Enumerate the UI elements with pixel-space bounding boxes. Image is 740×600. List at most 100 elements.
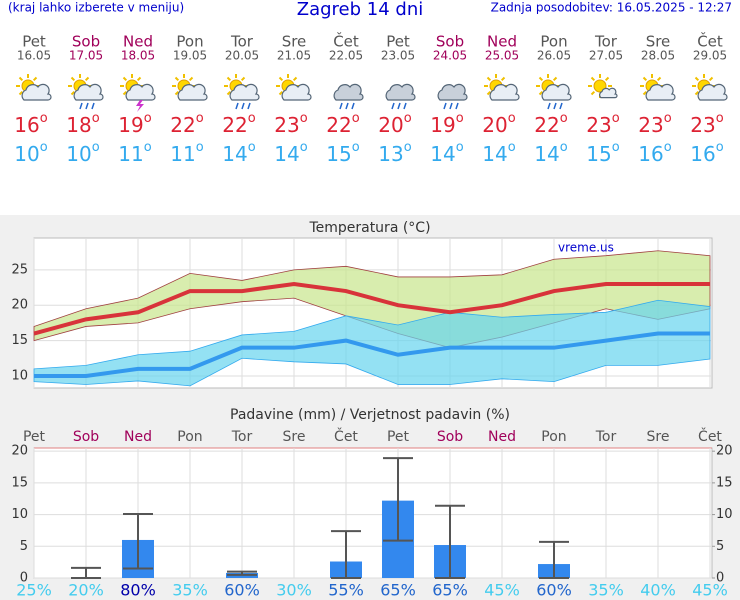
sun-ray [538,90,544,96]
temp-low: 11o [118,140,151,166]
probability-label: 45% [484,581,520,600]
source-note: vreme.us [558,241,614,255]
day-date: 19.05 [173,49,207,63]
rain-drop [559,102,563,110]
temp-high: 18o [66,111,99,137]
weather-icon [385,83,416,110]
x-tick-label: Pet [387,429,410,445]
day-date: 22.05 [329,49,363,63]
sun-ray [486,90,492,96]
probability-label: 60% [536,581,572,600]
rain-drop [91,102,95,110]
temp-high: 22o [222,111,255,137]
temp-high: 22o [170,111,203,137]
degree: o [144,111,152,126]
cloud [229,83,260,101]
temp-value: 16 [14,113,39,137]
temp-high: 22o [326,111,359,137]
temp-value: 23 [274,113,299,137]
degree: o [612,140,620,155]
rain-drop [247,102,251,110]
probability-label: 45% [692,581,728,600]
temp-value: 22 [222,113,247,137]
temp-value: 15 [326,142,351,166]
page-title: Zagreb 14 dni [297,0,423,20]
temp-value: 19 [118,113,143,137]
probability-label: 30% [276,581,312,600]
temp-high: 23o [690,111,723,137]
temp-low: 14o [430,140,463,166]
degree: o [664,111,672,126]
day-date: 26.05 [537,49,571,63]
error-bar [331,530,361,579]
degree: o [716,140,724,155]
day-name: Tor [230,33,254,51]
sun-ray [32,76,38,82]
x-tick-label: Tor [231,429,253,445]
error-bar [435,504,465,579]
sun-ray [656,76,662,82]
temp-value: 20 [378,113,403,137]
degree: o [248,111,256,126]
weather-icon [172,74,208,101]
day-name: Pon [176,33,203,51]
day-date: 20.05 [225,49,259,63]
temp-value: 11 [170,142,195,166]
temp-high: 22o [534,111,567,137]
y-tick-label: 5 [20,539,28,554]
temp-high: 19o [118,111,151,137]
x-tick-label: Sre [647,429,670,445]
degree: o [196,111,204,126]
degree: o [456,140,464,155]
temp-high: 19o [430,111,463,137]
day-name: Sre [282,33,307,51]
y-tick-label: 20 [11,444,28,459]
weather-icon [692,74,728,101]
day-date: 24.05 [433,49,467,63]
degree: o [196,140,204,155]
cloud [385,83,416,101]
rain-drop [553,102,557,110]
degree: o [664,140,672,155]
degree: o [508,140,516,155]
degree: o [560,111,568,126]
sun-ray [122,90,128,96]
weather-icon [588,74,618,99]
sun-ray [70,90,76,96]
sun-ray [18,90,24,96]
weather-icon [640,74,676,101]
temp-high: 23o [274,111,307,137]
temp-low: 13o [378,140,411,166]
cloud [333,83,364,101]
day-date: 23.05 [381,49,415,63]
probability-label: 60% [224,581,260,600]
temp-value: 10 [14,142,39,166]
error-bar [123,512,153,570]
rain-drop [403,102,407,110]
cloud [21,83,52,101]
degree: o [508,111,516,126]
cloud [541,83,572,101]
temp-value: 14 [482,142,507,166]
rain-drop [351,102,355,110]
error-bar [539,540,569,579]
sun-ray [188,76,194,82]
weather-icon [484,74,520,101]
day-name: Ned [487,33,517,51]
weather-icon [16,74,52,101]
weather-icon [437,83,468,110]
weather-icon [120,74,156,112]
y-tick-label: 10 [11,368,28,383]
day-name: Pet [22,33,46,51]
sun-ray [70,76,76,82]
probability-label: 65% [380,581,416,600]
y-tick-label: 15 [11,475,28,490]
day-date: 18.05 [121,49,155,63]
cloud [437,83,468,101]
day-date: 16.05 [17,49,51,63]
degree: o [40,140,48,155]
temp-low: 16o [638,140,671,166]
sun-ray [292,76,298,82]
sun-ray [240,76,246,82]
x-tick-label: Pon [177,429,202,445]
